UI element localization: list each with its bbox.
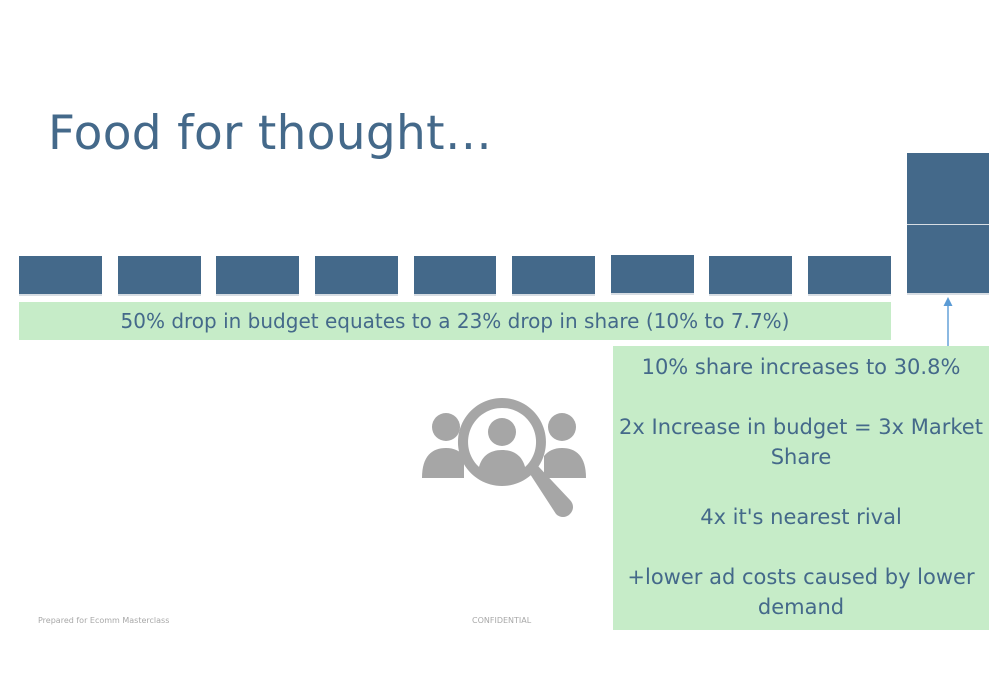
panel-line-2: 2x Increase in budget = 3x Market Share: [619, 415, 983, 469]
slide-title: Food for thought…: [48, 106, 493, 161]
footer-prepared-for: Prepared for Ecomm Masterclass: [38, 616, 170, 625]
budget-block-5: [414, 256, 496, 296]
panel-line-1: 10% share increases to 30.8%: [641, 355, 961, 379]
budget-block-3: [216, 256, 299, 296]
budget-block-10-bottom: [907, 225, 989, 295]
budget-block-2: [118, 256, 201, 296]
arrow-up-icon: [943, 297, 953, 348]
budget-block-9: [808, 256, 891, 296]
budget-block-6: [512, 256, 595, 296]
share-increase-panel: 10% share increases to 30.8% 2x Increase…: [613, 346, 989, 630]
people-search-icon: [422, 398, 586, 517]
budget-block-10-top: [907, 153, 989, 225]
footer-confidential: CONFIDENTIAL: [472, 616, 532, 625]
panel-line-4: +lower ad costs caused by lower demand: [627, 565, 975, 619]
budget-block-8: [709, 256, 792, 296]
budget-block-4: [315, 256, 398, 296]
budget-block-1: [19, 256, 102, 296]
panel-line-3: 4x it's nearest rival: [700, 505, 902, 529]
budget-drop-caption: 50% drop in budget equates to a 23% drop…: [19, 302, 891, 340]
budget-block-7: [611, 255, 694, 295]
